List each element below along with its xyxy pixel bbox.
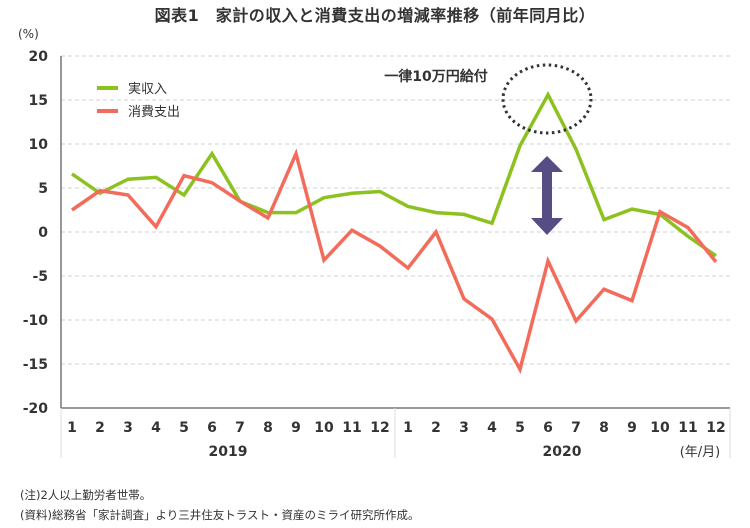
year-label-2019: 2019 [209,444,248,460]
year-label-2020: 2020 [543,444,582,460]
legend-label: 消費支出 [128,105,180,120]
x-axis-unit: (年/月) [680,445,721,460]
x-tick-label: 1 [67,420,77,436]
y-tick-label: 15 [29,93,48,109]
x-tick-label: 2 [431,420,441,436]
double-arrow-icon [531,156,563,235]
y-tick-label: 20 [29,49,49,65]
y-tick-label: -15 [23,357,48,373]
y-tick-label: -20 [23,401,49,417]
x-tick-label: 2 [95,420,105,436]
x-tick-label: 10 [650,420,670,436]
x-tick-label: 9 [291,420,301,436]
x-tick-label: 12 [370,420,389,436]
x-tick-label: 4 [151,420,161,436]
x-tick-label: 12 [706,420,725,436]
x-tick-label: 7 [571,420,581,436]
x-tick-label: 11 [342,420,361,436]
x-tick-label: 5 [515,420,525,436]
y-tick-label: -5 [32,269,48,285]
x-tick-label: 3 [123,420,133,436]
y-axis-unit: (%) [18,27,39,41]
legend-label: 実収入 [128,81,167,97]
y-tick-label: 5 [38,181,48,197]
highlight-ellipse [501,63,593,135]
x-tick-label: 4 [487,420,497,436]
income-line [71,90,717,258]
footnote: (注)2人以上勤労者世帯。 [20,488,152,502]
spending-line [71,148,718,374]
chart-title: 図表1 家計の収入と消費支出の増減率推移（前年同月比） [154,6,596,25]
y-tick-label: 10 [29,137,49,153]
annotation-label: 一律10万円給付 [384,68,487,85]
y-tick-label: -10 [23,313,49,329]
x-tick-label: 8 [263,420,273,436]
x-tick-label: 8 [599,420,609,436]
x-tick-label: 5 [179,420,189,436]
x-tick-label: 10 [314,420,334,436]
x-tick-label: 6 [207,420,217,436]
x-tick-label: 1 [403,420,413,436]
y-tick-label: 0 [38,225,48,241]
x-tick-label: 6 [543,420,553,436]
x-tick-label: 11 [678,420,697,436]
x-tick-label: 7 [235,420,245,436]
x-tick-label: 9 [627,420,637,436]
x-tick-label: 3 [459,420,469,436]
source-note: (資料)総務省「家計調査」より三井住友トラスト・資産のミライ研究所作成。 [20,508,420,522]
